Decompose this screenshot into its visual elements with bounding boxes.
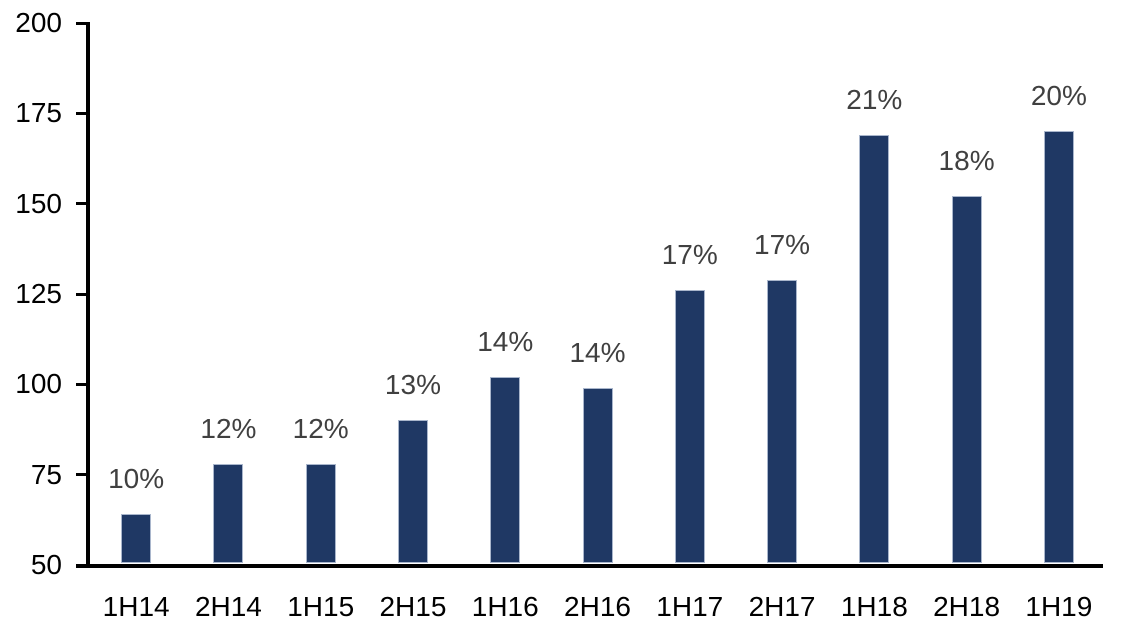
y-tick-label: 100 <box>15 368 62 400</box>
bar <box>674 290 705 563</box>
x-tick-label: 1H18 <box>840 591 908 622</box>
y-tick-label: 50 <box>30 549 62 580</box>
bar-value-label: 17% <box>661 239 718 271</box>
y-tick-mark <box>76 382 86 386</box>
y-tick-label: 75 <box>30 458 62 490</box>
x-tick-label: 1H15 <box>287 591 355 622</box>
y-tick-label: 175 <box>15 97 62 129</box>
y-tick-label: 200 <box>15 7 62 38</box>
bar <box>397 420 428 563</box>
bar <box>1043 131 1074 563</box>
bar <box>213 463 244 563</box>
bar-value-label: 12% <box>292 412 349 444</box>
x-tick-label: 1H16 <box>471 591 539 622</box>
x-tick-label: 1H19 <box>1025 591 1093 622</box>
bar-value-label: 17% <box>754 228 811 260</box>
bar-value-label: 13% <box>384 369 441 401</box>
y-axis-line <box>85 21 90 567</box>
y-tick-mark <box>76 111 86 115</box>
bar <box>951 196 982 563</box>
x-tick-label: 2H16 <box>564 591 631 622</box>
y-tick-mark <box>76 202 86 206</box>
bar <box>859 135 890 563</box>
x-tick-label: 1H14 <box>102 591 170 622</box>
x-tick-label: 2H18 <box>933 591 1001 622</box>
bar <box>490 377 521 563</box>
x-tick-label: 2H15 <box>379 591 447 622</box>
bar-value-label: 12% <box>200 412 257 444</box>
y-tick-mark <box>76 473 86 477</box>
x-axis-line <box>76 563 1103 568</box>
bar-value-label: 10% <box>108 463 165 495</box>
bar <box>767 279 798 563</box>
bar <box>305 463 336 563</box>
y-tick-mark <box>76 292 86 296</box>
bar <box>582 387 613 563</box>
bar-value-label: 14% <box>477 326 534 358</box>
bar-value-label: 20% <box>1030 80 1087 112</box>
x-tick-label: 1H17 <box>656 591 724 622</box>
x-tick-label: 2H14 <box>194 591 262 622</box>
y-tick-label: 150 <box>15 187 62 219</box>
y-tick-mark <box>76 563 86 567</box>
bar <box>121 514 152 563</box>
x-tick-label: 2H17 <box>748 591 816 622</box>
bar-value-label: 14% <box>569 336 626 368</box>
bar-value-label: 18% <box>938 145 995 177</box>
bar-value-label: 21% <box>846 84 903 115</box>
y-tick-label: 125 <box>15 278 62 309</box>
y-tick-mark <box>76 21 86 25</box>
